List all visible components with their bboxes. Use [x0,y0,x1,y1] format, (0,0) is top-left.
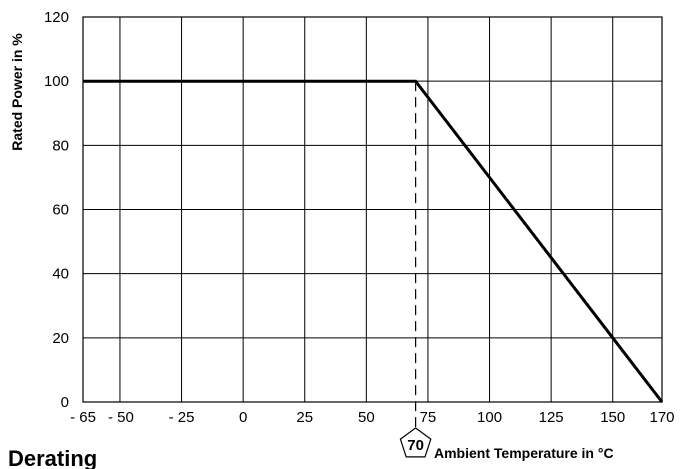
y-tick-label: 40 [52,266,69,283]
x-tick-label: 50 [358,409,375,426]
series-line [83,79,664,403]
y-tick-label: 60 [52,202,69,219]
x-tick-label: 150 [600,409,625,426]
chart-caption: Derating [8,446,97,469]
x-tick-label: - 25 [169,409,195,426]
plot-frame [82,16,663,403]
x-tick-label: 125 [539,409,564,426]
x-tick-label: 25 [296,409,313,426]
x-tick-label: 170 [649,409,674,426]
y-tick-labels: 0 20 40 60 80 100 120 [44,9,69,411]
marker-callout: 70 [399,427,432,458]
x-tick-label: 75 [420,409,437,426]
x-tick-label: - 65 [70,409,96,426]
y-tick-label: 120 [44,9,69,26]
x-tick-label: - 50 [108,409,134,426]
y-axis-title: Rated Power in % [9,33,25,151]
series-group [83,79,664,403]
x-tick-label: 100 [477,409,502,426]
grid-lines [83,17,662,402]
y-tick-label: 80 [52,137,69,154]
x-tick-labels: - 65 - 50 - 25 0 25 50 75 100 125 150 170 [70,409,674,426]
y-tick-label: 100 [44,73,69,90]
marker-callout-shape [399,427,432,458]
y-tick-label: 0 [61,394,69,411]
x-axis-title: Ambient Temperature in °C [434,445,614,461]
marker-callout-label: 70 [407,437,424,454]
x-tick-label: 0 [239,409,247,426]
y-tick-label: 20 [52,330,69,347]
